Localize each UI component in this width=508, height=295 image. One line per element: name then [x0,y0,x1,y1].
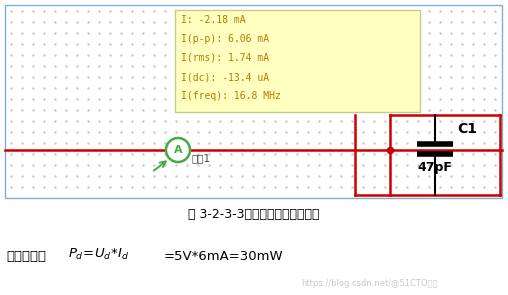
Text: I(dc): -13.4 uA: I(dc): -13.4 uA [181,72,269,82]
Text: 47pF: 47pF [418,161,453,175]
Text: 探鄹1: 探鄹1 [192,153,211,163]
Text: I(rms): 1.74 mA: I(rms): 1.74 mA [181,53,269,63]
Text: https://blog.csdn.net/@51CTO博客: https://blog.csdn.net/@51CTO博客 [302,278,438,288]
Text: =5V*6mA=30mW: =5V*6mA=30mW [164,250,283,263]
Text: 输入功率：: 输入功率： [6,250,46,263]
Text: I(p-p): 6.06 mA: I(p-p): 6.06 mA [181,34,269,44]
Text: A: A [174,145,182,155]
Text: $P_d\!=\!U_d\!*\!I_d$: $P_d\!=\!U_d\!*\!I_d$ [68,246,130,262]
Text: 图 3-2-3-3：输入直流电流测量图: 图 3-2-3-3：输入直流电流测量图 [188,209,320,222]
Text: C1: C1 [457,122,477,136]
Bar [5,5,502,198]
Circle shape [166,138,190,162]
Text: I: -2.18 mA: I: -2.18 mA [181,15,246,25]
Bar [175,10,420,112]
Text: I(freq): 16.8 MHz: I(freq): 16.8 MHz [181,91,281,101]
